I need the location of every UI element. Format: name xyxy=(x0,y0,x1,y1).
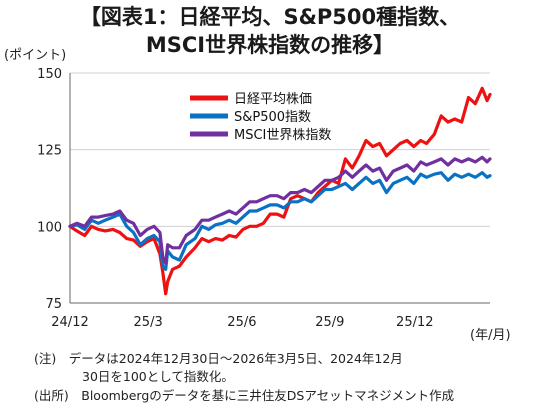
series-line-1 xyxy=(68,171,492,271)
x-axis-unit: (年/月) xyxy=(470,328,511,343)
note-line1: (注) データは2024年12月30日～2026年3月5日、2024年12月 xyxy=(34,351,403,366)
legend-label-0: 日経平均株価 xyxy=(234,92,312,107)
y-tick-label: 125 xyxy=(37,144,62,159)
series-line-2 xyxy=(68,155,492,265)
chart-title-line1: 【図表1：日経平均、S&P500種指数、 xyxy=(79,5,461,29)
y-axis-unit: (ポイント) xyxy=(4,48,67,63)
x-tick-label: 25/3 xyxy=(134,315,163,330)
x-tick-label: 25/9 xyxy=(315,315,344,330)
x-tick-label: 24/12 xyxy=(51,315,88,330)
note-line2: 30日を100として指数化。 xyxy=(82,369,234,384)
y-tick-label: 150 xyxy=(37,67,62,82)
y-tick-label: 100 xyxy=(37,220,62,235)
x-tick-label: 25/12 xyxy=(396,315,433,330)
x-tick-label: 25/6 xyxy=(227,315,256,330)
series-line-0 xyxy=(68,86,492,296)
source-line: (出所) Bloombergのデータを基に三井住友DSアセットマネジメント作成 xyxy=(34,388,455,403)
legend-label-2: MSCI世界株指数 xyxy=(234,128,331,143)
chart-title-line2: MSCI世界株指数の推移】 xyxy=(145,33,395,57)
legend-label-1: S&P500指数 xyxy=(234,110,311,125)
y-tick-label: 75 xyxy=(45,297,62,312)
